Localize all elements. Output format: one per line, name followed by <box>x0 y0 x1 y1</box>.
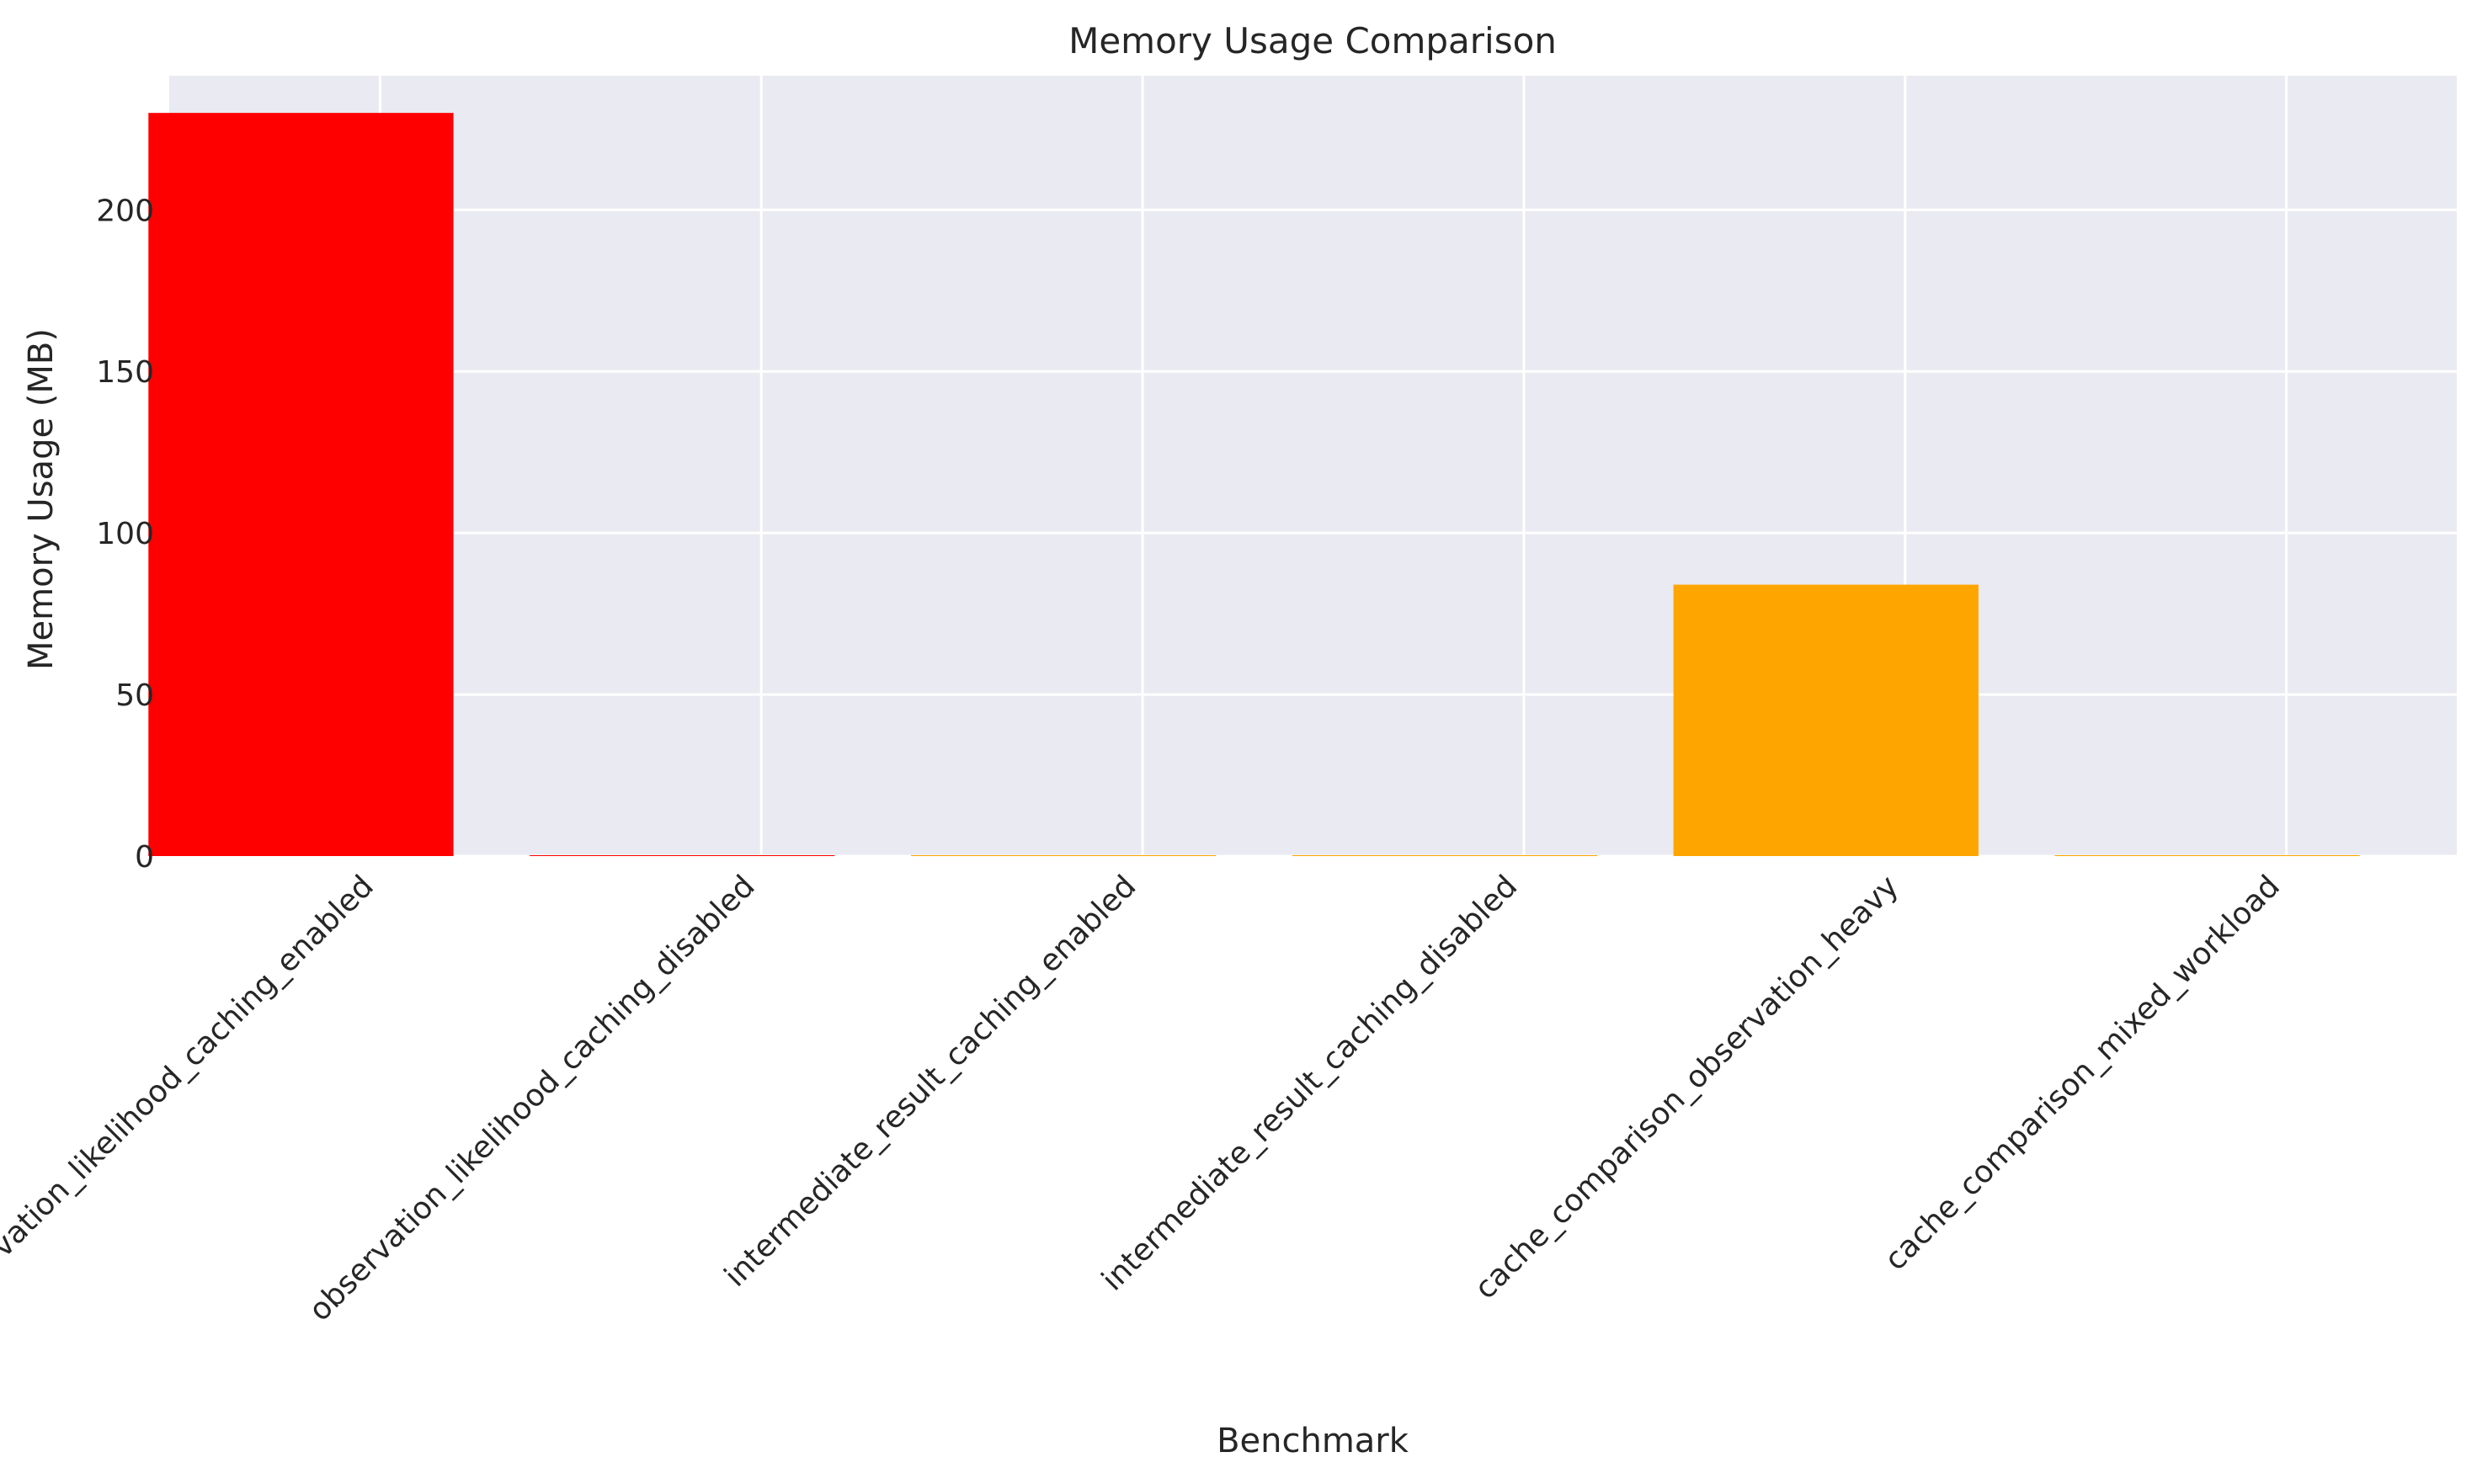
bar-intermediate-result-caching-disabled <box>1292 855 1598 856</box>
y-tick-labels: 0 50 100 150 200 <box>96 194 154 875</box>
x-tick-label: observation_likelihood_caching_disabled <box>302 869 761 1327</box>
y-tick-label: 200 <box>96 194 154 228</box>
bars <box>148 113 2360 857</box>
bar-cache-comparison-observation-heavy <box>1673 584 1979 856</box>
y-tick-label: 150 <box>96 355 154 390</box>
x-tick-label: cache_comparison_mixed_workload <box>1878 869 2287 1277</box>
x-tick-label: intermediate_result_caching_enabled <box>718 869 1143 1294</box>
x-tick-labels: observation_likelihood_caching_enabledob… <box>0 869 2287 1327</box>
bar-intermediate-result-caching-enabled <box>910 855 1217 856</box>
x-tick-label: cache_comparison_observation_heavy <box>1468 869 1905 1306</box>
y-tick-label: 50 <box>115 678 154 713</box>
x-tick-label: intermediate_result_caching_disabled <box>1095 869 1524 1297</box>
x-axis-label: Benchmark <box>1217 1422 1409 1460</box>
bar-observation-likelihood-caching-disabled <box>530 855 835 856</box>
bar-cache-comparison-mixed-workload <box>2054 855 2360 856</box>
y-tick-label: 100 <box>96 517 154 551</box>
chart-title: Memory Usage Comparison <box>1068 20 1557 61</box>
y-tick-label: 0 <box>135 840 154 875</box>
plot-area <box>169 76 2457 856</box>
bar-observation-likelihood-caching-enabled <box>148 113 454 857</box>
x-tick-label: observation_likelihood_caching_enabled <box>0 869 381 1323</box>
y-axis-label: Memory Usage (MB) <box>22 328 61 670</box>
